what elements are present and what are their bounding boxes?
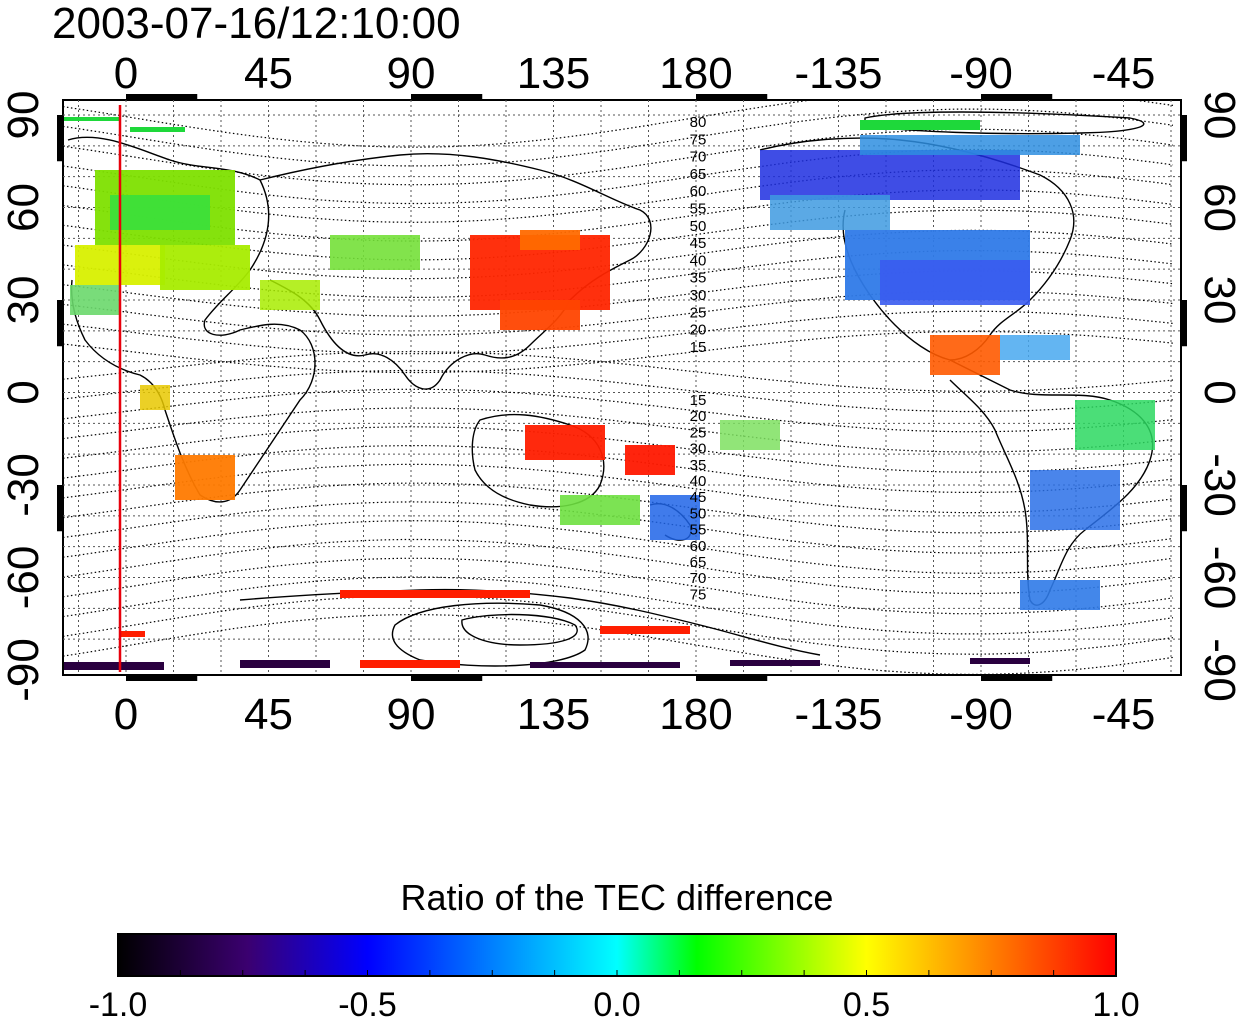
lat-right-label-2: 30	[1195, 276, 1240, 325]
contour-label-n-6: 50	[690, 218, 707, 235]
contour-label-n-9: 35	[690, 270, 707, 287]
longitude-ticks-top: 0 45 90 135 180 -135 -90 -45	[114, 49, 1156, 98]
longitude-ticks-bottom: 0 45 90 135 180 -135 -90 -45	[114, 690, 1156, 739]
lat-right-label-5: -60	[1195, 546, 1240, 610]
contour-label-s-11: 70	[690, 570, 707, 587]
lon-bottom-label-2: 90	[387, 690, 436, 739]
contour-label-s-3: 30	[690, 441, 707, 458]
contour-label-n-5: 55	[690, 201, 707, 218]
lat-right-label-3: 0	[1195, 380, 1240, 404]
lat-left-label-2: 30	[0, 276, 48, 325]
contour-label-n-12: 20	[690, 322, 707, 339]
contour-label-n-13: 15	[690, 339, 707, 356]
contour-label-n-3: 65	[690, 166, 707, 183]
contour-label-n-2: 70	[690, 149, 707, 166]
lon-top-label-5: -135	[794, 49, 882, 98]
lat-left-label-6: -90	[0, 638, 48, 702]
colorbar-tick-1: -0.5	[338, 986, 397, 1024]
colorbar-ticks: -1.0 -0.5 0.0 0.5 1.0	[89, 970, 1140, 1024]
colorbar-tick-0: -1.0	[89, 986, 148, 1024]
lat-left-label-5: -60	[0, 546, 48, 610]
lat-right-label-4: -30	[1195, 453, 1240, 517]
contour-label-n-4: 60	[690, 183, 707, 200]
contour-label-s-0: 15	[690, 392, 707, 409]
contour-label-s-12: 75	[690, 586, 707, 603]
contour-label-n-0: 80	[690, 114, 707, 131]
lat-left-label-4: -30	[0, 453, 48, 517]
contour-label-n-10: 30	[690, 287, 707, 304]
lon-bottom-label-7: -45	[1092, 690, 1156, 739]
lat-right-label-6: -90	[1195, 638, 1240, 702]
contour-label-s-8: 55	[690, 522, 707, 539]
tec-ratio-patches	[64, 117, 1155, 670]
lat-left-label-0: 90	[0, 91, 48, 140]
latitude-ticks-right: 90 60 30 0 -30 -60 -90	[1195, 91, 1240, 702]
contour-label-s-2: 25	[690, 424, 707, 441]
lon-top-label-4: 180	[659, 49, 732, 98]
contour-label-s-1: 20	[690, 408, 707, 425]
contour-label-s-5: 40	[690, 473, 707, 490]
lon-top-label-3: 135	[517, 49, 590, 98]
contour-label-n-11: 25	[690, 304, 707, 321]
lon-top-label-1: 45	[244, 49, 293, 98]
lon-bottom-label-0: 0	[114, 690, 138, 739]
latitude-ticks-left: 90 60 30 0 -30 -60 -90	[0, 91, 48, 702]
contour-label-s-4: 35	[690, 457, 707, 474]
lat-left-label-1: 60	[0, 183, 48, 232]
lon-bottom-label-3: 135	[517, 690, 590, 739]
lat-right-label-0: 90	[1195, 91, 1240, 140]
contour-label-n-8: 40	[690, 252, 707, 269]
lon-bottom-label-6: -90	[949, 690, 1013, 739]
colorbar-tick-2: 0.0	[593, 986, 640, 1024]
lat-left-label-3: 0	[0, 380, 48, 404]
lon-top-label-6: -90	[949, 49, 1013, 98]
lon-top-label-2: 90	[387, 49, 436, 98]
colorbar-title: Ratio of the TEC difference	[401, 877, 834, 918]
colorbar: Ratio of the TEC difference -1.0 -0.5 0.0 0…	[89, 877, 1140, 1024]
lon-top-label-0: 0	[114, 49, 138, 98]
lon-bottom-label-1: 45	[244, 690, 293, 739]
contour-label-s-7: 50	[690, 505, 707, 522]
contour-label-s-6: 45	[690, 489, 707, 506]
colorbar-tick-4: 1.0	[1092, 986, 1139, 1024]
lat-right-label-1: 60	[1195, 183, 1240, 232]
lon-top-label-7: -45	[1092, 49, 1156, 98]
contour-label-s-9: 60	[690, 538, 707, 555]
lon-bottom-label-5: -135	[794, 690, 882, 739]
colorbar-tick-3: 0.5	[843, 986, 890, 1024]
contour-label-n-7: 45	[690, 235, 707, 252]
plot-title: 2003-07-16/12:10:00	[52, 0, 461, 48]
colorbar-gradient	[117, 933, 1117, 977]
contour-label-n-1: 75	[690, 131, 707, 148]
lon-bottom-label-4: 180	[659, 690, 732, 739]
contour-label-s-10: 65	[690, 554, 707, 571]
frame-tick-bars	[57, 94, 1187, 681]
